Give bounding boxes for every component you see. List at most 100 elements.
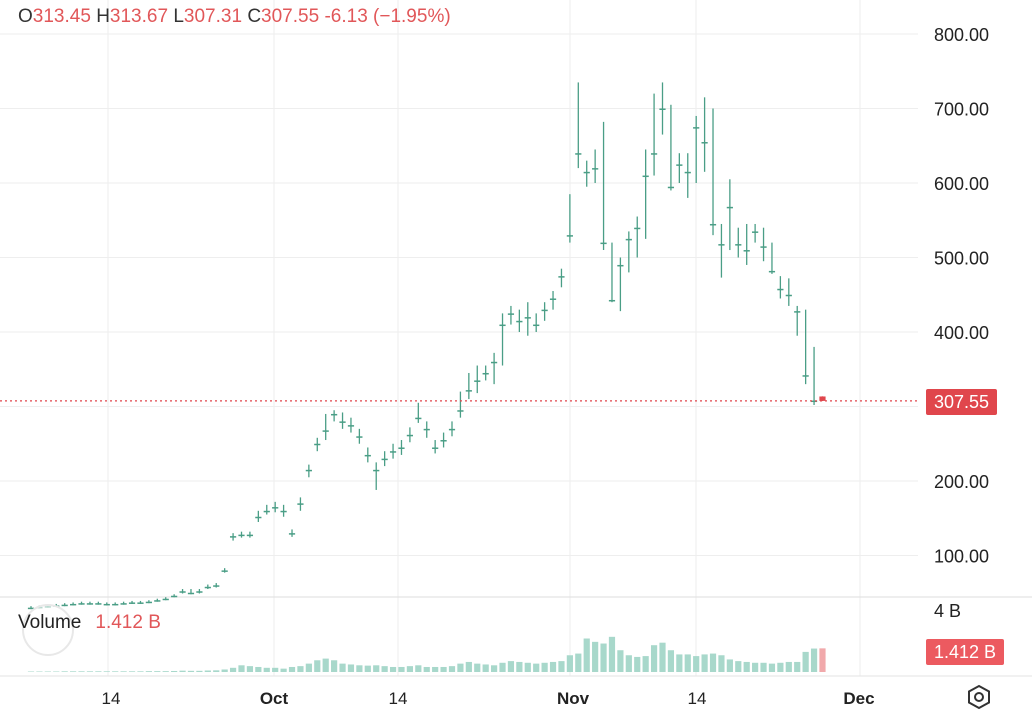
time-tick-label: 14 (102, 689, 121, 708)
grid-lines (0, 0, 1032, 677)
last-price-tag: 307.55 (926, 389, 998, 415)
candle-body (272, 507, 279, 509)
volume-bar (575, 653, 582, 672)
candle-body (768, 270, 776, 273)
volume-bar (760, 662, 767, 672)
candle-body (179, 591, 186, 593)
ohlc-legend: O313.45 H313.67 L307.31 C307.55 -6.13 (−… (18, 6, 451, 28)
volume-bar (322, 658, 329, 672)
volume-bar (768, 663, 776, 672)
volume-bar (137, 671, 144, 672)
candle-body (625, 238, 632, 241)
volume-bar (440, 666, 447, 672)
candle-body (819, 396, 826, 401)
volume-bar (339, 663, 346, 672)
candle-body (103, 603, 110, 606)
candle-body (642, 175, 649, 178)
settings-hexagon-icon[interactable] (966, 684, 992, 710)
volume-bar (642, 656, 649, 672)
volume-bar (634, 656, 641, 672)
candle-body (810, 400, 818, 403)
low-value: 307.31 (183, 6, 243, 27)
volume-bar (457, 663, 464, 672)
volume-bar (735, 661, 742, 672)
volume-bar (196, 670, 203, 672)
price-tick-label: 800.00 (934, 25, 989, 45)
low-label: L (173, 6, 184, 27)
candle-body (743, 250, 750, 252)
candle-body (701, 142, 708, 144)
volume-bar (549, 661, 557, 672)
volume-bar (44, 671, 51, 672)
open-label: O (18, 6, 33, 27)
volume-bar (659, 642, 666, 672)
candle-body (457, 410, 464, 412)
volume-bar (541, 662, 548, 672)
volume-bar (229, 667, 237, 672)
volume-bar (794, 661, 801, 672)
volume-bar (650, 645, 658, 672)
candle-body (448, 428, 456, 431)
candle-body (659, 108, 666, 110)
price-axis: 800.00700.00600.00500.00400.00300.00200.… (934, 25, 989, 567)
candle-body (549, 298, 557, 300)
candle-body (196, 591, 203, 593)
volume-bar (263, 667, 270, 672)
candle-body (524, 317, 531, 319)
candle-body (566, 235, 573, 237)
candle-body (128, 602, 136, 604)
volume-bar (36, 671, 43, 672)
candle-body (693, 127, 700, 129)
volume-bar (676, 654, 683, 672)
volume-bar (389, 666, 397, 672)
volume-bar (78, 671, 85, 672)
volume-bar (255, 666, 262, 672)
candle-body (61, 604, 68, 607)
volume-bar (128, 671, 136, 672)
candle-body (634, 227, 641, 230)
volume-bar (27, 671, 35, 672)
price-tick-label: 600.00 (934, 174, 989, 194)
volume-bar (61, 671, 68, 672)
time-tick-label: Nov (557, 689, 590, 708)
candle-body (246, 534, 254, 537)
time-axis: 14 Oct 14 Nov 14 Dec (102, 689, 875, 708)
candle-body (187, 592, 195, 595)
candle-body (533, 324, 540, 327)
volume-bar (491, 665, 498, 672)
volume-bar (600, 643, 607, 672)
candle-body (432, 447, 439, 449)
candle-body (676, 164, 683, 166)
candle-body (162, 598, 169, 601)
volume-bar (617, 650, 624, 672)
candle-body (650, 153, 658, 155)
open-value: 313.45 (32, 6, 91, 27)
volume-bar (297, 666, 304, 672)
volume-bar (718, 655, 725, 672)
candle-body (238, 534, 245, 537)
volume-bar (381, 666, 388, 672)
candle-body (802, 375, 809, 377)
candle-body (608, 299, 616, 302)
candle-body (263, 510, 270, 513)
volume-bar (810, 648, 818, 672)
volume-bar (171, 670, 178, 672)
volume-bar (53, 671, 60, 672)
volume-bar (448, 666, 456, 672)
volume-bar (726, 659, 733, 672)
volume-legend: Volume 1.412 B (18, 612, 161, 634)
volume-bar (364, 665, 371, 672)
close-value: 307.55 (261, 6, 320, 27)
candle-body (465, 390, 472, 392)
candle-body (356, 436, 363, 438)
volume-bar (693, 656, 700, 672)
candle-body (221, 570, 228, 572)
candle-body (684, 171, 691, 174)
volume-bar (684, 654, 691, 672)
tradingview-logo-icon[interactable] (22, 604, 74, 656)
volume-bar (709, 653, 717, 672)
volume-bar (288, 666, 296, 672)
candle-body (229, 536, 237, 538)
candle-body (474, 380, 481, 382)
